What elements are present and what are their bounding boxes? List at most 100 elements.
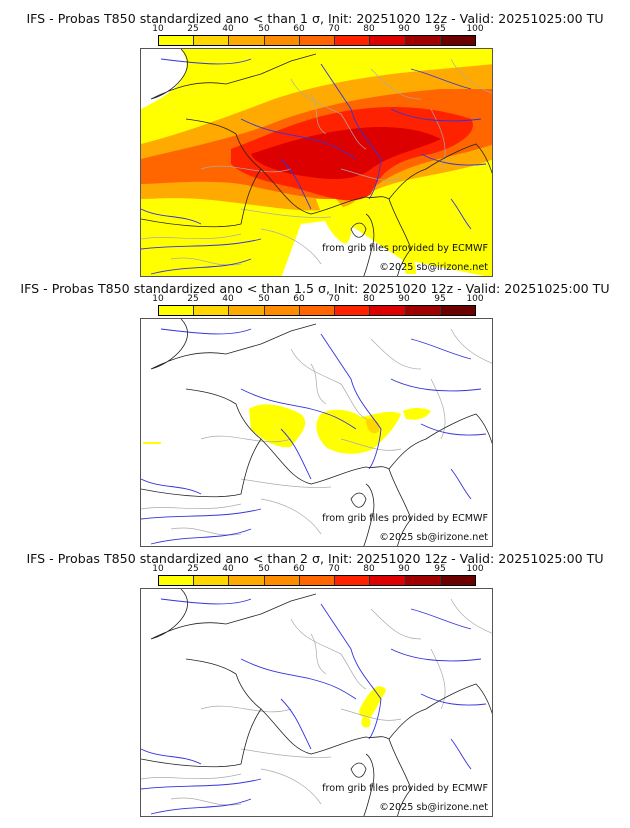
river xyxy=(350,648,382,740)
colorbar-swatch xyxy=(194,36,230,45)
copyright-credit: ©2025 sb@irizone.net xyxy=(379,262,488,273)
colorbar-tick: 60 xyxy=(293,564,305,574)
colorbar-tick: 25 xyxy=(187,294,199,304)
river xyxy=(160,598,252,605)
colorbar-swatch xyxy=(159,576,195,585)
map-canvas xyxy=(141,49,492,276)
coastline xyxy=(350,762,367,778)
colorbar-tick: 80 xyxy=(363,294,375,304)
river xyxy=(150,258,252,275)
admin-border xyxy=(370,608,422,640)
colorbar-swatch xyxy=(440,36,475,45)
colorbar-tick: 70 xyxy=(328,564,340,574)
colorbar-tick: 90 xyxy=(398,24,410,34)
probability-area xyxy=(359,686,386,718)
river xyxy=(141,208,202,225)
colorbar-swatch xyxy=(440,306,475,315)
probability-area xyxy=(441,209,466,237)
coastline xyxy=(141,388,262,498)
coastline xyxy=(150,589,317,640)
source-credit: from grib files provided by ECMWF xyxy=(322,513,488,524)
colorbar-tick: 25 xyxy=(187,24,199,34)
colorbar-tick: 60 xyxy=(293,294,305,304)
map-canvas xyxy=(141,319,492,546)
coastline xyxy=(363,213,375,276)
probability-map: from grib files provided by ECMWF ©2025 … xyxy=(140,318,493,547)
river xyxy=(160,58,252,65)
admin-border xyxy=(141,233,242,240)
admin-border xyxy=(430,648,446,710)
river xyxy=(320,333,352,380)
river xyxy=(141,478,202,495)
colorbar-swatch xyxy=(159,306,195,315)
colorbar-swatch xyxy=(335,576,371,585)
admin-border xyxy=(430,378,446,440)
admin-border xyxy=(430,108,446,170)
colorbar-swatch xyxy=(194,576,230,585)
admin-border xyxy=(170,527,242,536)
panel-title: IFS - Probas T850 standardized ano < tha… xyxy=(20,281,610,296)
admin-border xyxy=(370,338,422,370)
coastline xyxy=(150,319,317,370)
river xyxy=(420,423,487,436)
admin-border xyxy=(240,748,332,758)
probability-area xyxy=(403,408,431,420)
colorbar-tick: 10 xyxy=(152,294,164,304)
river xyxy=(410,608,472,630)
colorbar-tick: 40 xyxy=(222,24,234,34)
colorbar-tick: 40 xyxy=(222,564,234,574)
colorbar-swatch xyxy=(229,576,265,585)
colorbar-tick: 90 xyxy=(398,564,410,574)
panel-title: IFS - Probas T850 standardized ano < tha… xyxy=(26,11,604,26)
coastline xyxy=(350,492,367,508)
colorbar xyxy=(158,575,476,586)
colorbar-swatch xyxy=(299,306,336,315)
admin-border xyxy=(450,328,492,364)
probability-area xyxy=(316,409,401,454)
river xyxy=(141,508,262,520)
colorbar-tick: 10 xyxy=(152,24,164,34)
coastline xyxy=(260,438,412,546)
coastline xyxy=(388,413,492,470)
source-credit: from grib files provided by ECMWF xyxy=(322,243,488,254)
river xyxy=(150,528,252,545)
colorbar-swatch xyxy=(335,36,371,45)
colorbar-swatch xyxy=(264,36,300,45)
colorbar-swatch xyxy=(299,36,336,45)
colorbar-swatch xyxy=(159,36,195,45)
river xyxy=(420,693,487,706)
coastline xyxy=(150,49,317,100)
coastline xyxy=(388,143,492,200)
admin-border xyxy=(290,78,367,150)
admin-border xyxy=(340,168,402,181)
colorbar-swatch xyxy=(229,36,265,45)
river xyxy=(320,603,352,650)
river xyxy=(280,428,312,480)
panel-title: IFS - Probas T850 standardized ano < tha… xyxy=(26,551,604,566)
colorbar-tick: 70 xyxy=(328,294,340,304)
river xyxy=(450,738,472,770)
river xyxy=(450,198,472,230)
river xyxy=(160,328,252,335)
coastline xyxy=(260,708,412,816)
colorbar-swatch xyxy=(264,576,300,585)
river xyxy=(141,748,202,765)
colorbar-swatch xyxy=(264,306,300,315)
colorbar-tick: 100 xyxy=(466,294,484,304)
probability-area xyxy=(249,404,306,448)
colorbar-swatch xyxy=(229,306,265,315)
panel-1-5sigma: IFS - Probas T850 standardized ano < tha… xyxy=(0,282,630,552)
admin-border xyxy=(170,257,242,266)
colorbar-tick: 100 xyxy=(466,564,484,574)
river xyxy=(280,158,312,210)
colorbar-tick: 40 xyxy=(222,294,234,304)
river xyxy=(350,378,382,470)
source-credit: from grib files provided by ECMWF xyxy=(322,783,488,794)
river xyxy=(410,338,472,360)
colorbar xyxy=(158,305,476,316)
river xyxy=(150,798,252,815)
colorbar-labels: 10 25 40 50 60 70 80 90 95 100 xyxy=(152,564,483,575)
admin-border xyxy=(260,768,322,805)
colorbar-swatch xyxy=(405,576,441,585)
colorbar-tick: 10 xyxy=(152,564,164,574)
